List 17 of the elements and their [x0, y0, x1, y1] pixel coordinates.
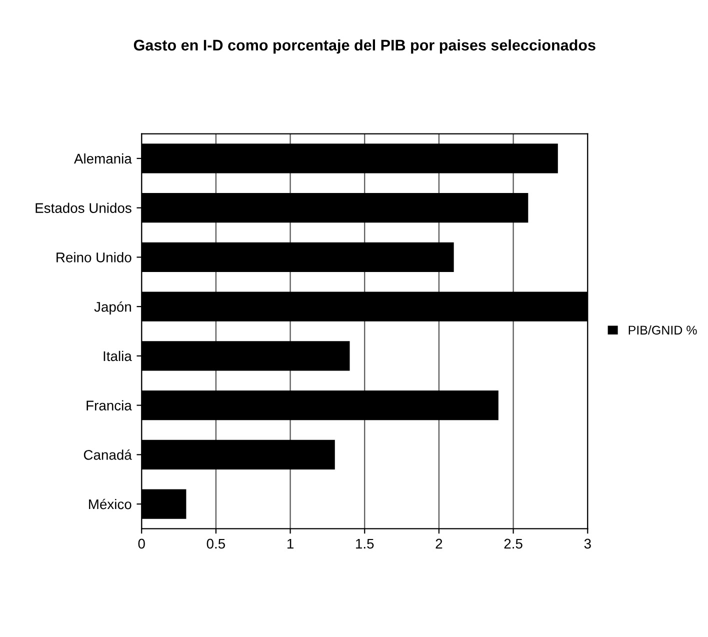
- legend-label: PIB/GNID %: [628, 325, 697, 335]
- chart-title: Gasto en I-D como porcentaje del PIB por paises seleccionados: [134, 39, 596, 54]
- x-tick-label: 1.5: [356, 538, 374, 549]
- y-tick-label: Italia: [104, 350, 132, 362]
- x-tick-label: 3: [584, 538, 591, 549]
- x-tick-label: 0: [138, 538, 145, 549]
- y-tick-label: Japón: [94, 301, 131, 315]
- x-tick-label: 2.5: [504, 538, 522, 549]
- y-tick-label: Estados Unidos: [36, 202, 132, 213]
- y-tick-label: Canadá: [84, 449, 132, 460]
- x-tick-label: 2: [436, 538, 442, 548]
- y-tick-label: México: [89, 498, 132, 510]
- y-tick-label: Reino Unido: [56, 252, 132, 262]
- x-tick-label: 1: [287, 538, 294, 548]
- y-tick-label: Francia: [86, 400, 132, 410]
- y-tick-label: Alemania: [74, 153, 132, 164]
- x-tick-label: 0.5: [206, 538, 226, 549]
